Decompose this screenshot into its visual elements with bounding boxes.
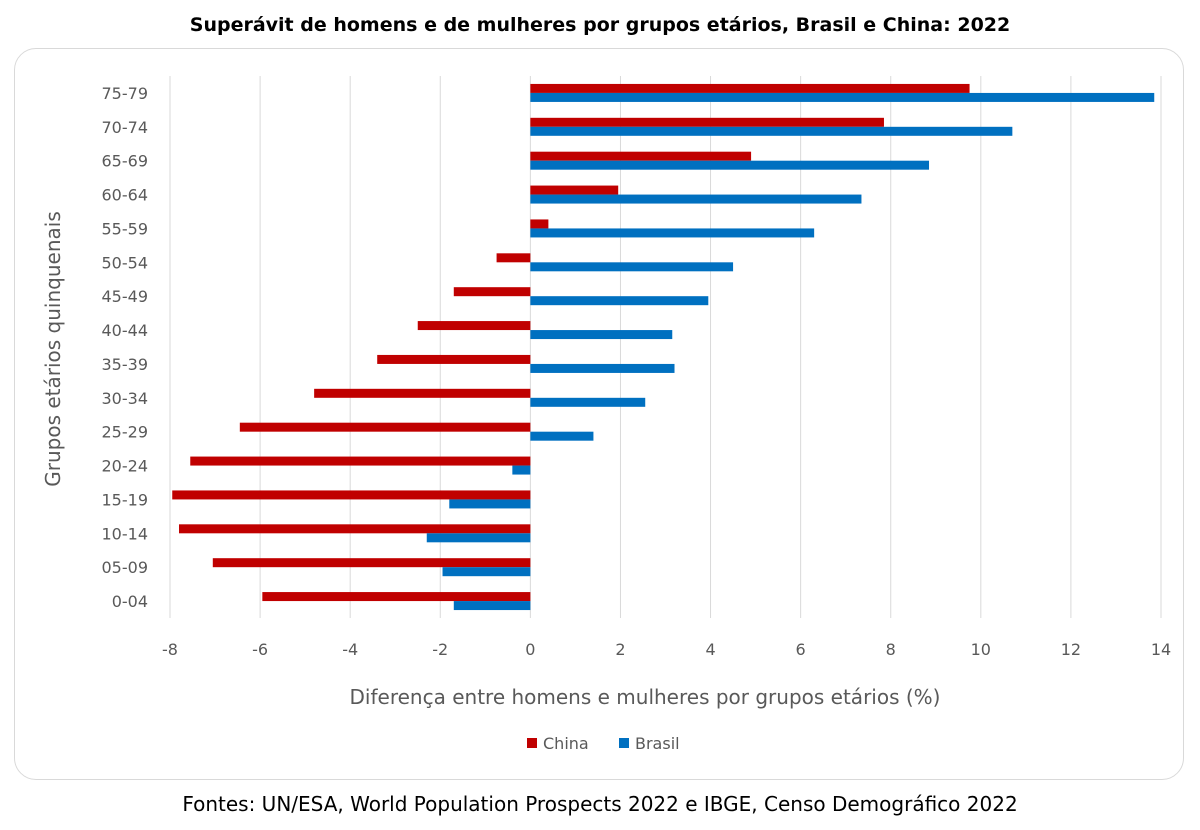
x-tick-label: -8	[162, 640, 178, 659]
bar-china-65-69	[530, 151, 752, 161]
legend-label-china: China	[543, 734, 589, 753]
bar-china-55-59	[530, 219, 549, 229]
chart-title: Superávit de homens e de mulheres por gr…	[189, 14, 1011, 36]
bar-brasil-60-64	[530, 194, 862, 204]
bar-brasil-0-04	[453, 601, 531, 611]
y-tick-label: 45-49	[102, 287, 149, 306]
bar-chart: 0-0405-0910-1415-1920-2425-2930-3435-394…	[41, 76, 1171, 753]
bar-brasil-70-74	[530, 126, 1013, 136]
y-tick-label: 0-04	[112, 592, 148, 611]
bar-brasil-30-34	[530, 397, 646, 407]
x-tick-label: 8	[886, 640, 896, 659]
bar-brasil-40-44	[530, 330, 673, 340]
bar-china-70-74	[530, 117, 884, 127]
bar-china-30-34	[314, 388, 531, 398]
bar-china-60-64	[530, 185, 619, 195]
bar-brasil-65-69	[530, 160, 930, 170]
x-axis-label: Diferença entre homens e mulheres por gr…	[350, 685, 941, 709]
legend: China Brasil	[527, 734, 680, 753]
bars	[172, 83, 1155, 611]
y-tick-label: 20-24	[102, 457, 149, 476]
legend-swatch-brasil	[619, 738, 629, 748]
y-tick-label: 30-34	[102, 389, 149, 408]
x-tick-label: 2	[615, 640, 625, 659]
y-tick-label: 70-74	[102, 118, 149, 137]
bar-brasil-10-14	[426, 533, 531, 543]
bar-brasil-25-29	[530, 431, 594, 441]
y-tick-label: 05-09	[102, 558, 149, 577]
bar-brasil-75-79	[530, 92, 1155, 102]
bar-china-05-09	[212, 558, 531, 568]
legend-label-brasil: Brasil	[635, 734, 680, 753]
x-tick-label: 10	[971, 640, 991, 659]
legend-swatch-china	[527, 738, 537, 748]
x-tick-label: 12	[1061, 640, 1081, 659]
bar-china-45-49	[453, 287, 531, 297]
y-tick-label: 65-69	[102, 152, 149, 171]
y-tick-label: 35-39	[102, 355, 149, 374]
bar-brasil-05-09	[442, 567, 531, 577]
x-tick-label: -6	[252, 640, 268, 659]
x-tick-labels: -8 -6 -4 -2 0 2 4 6 8 10 12 14	[162, 640, 1171, 659]
bar-china-35-39	[377, 354, 531, 364]
bar-china-0-04	[262, 592, 531, 602]
bar-brasil-45-49	[530, 296, 709, 306]
bar-brasil-15-19	[449, 499, 531, 509]
bar-brasil-50-54	[530, 262, 734, 272]
y-tick-label: 40-44	[102, 321, 149, 340]
bar-brasil-20-24	[512, 465, 531, 475]
bar-china-20-24	[190, 456, 531, 466]
x-tick-label: -4	[342, 640, 358, 659]
x-tick-label: 14	[1151, 640, 1171, 659]
x-tick-label: -2	[432, 640, 448, 659]
y-tick-label: 10-14	[102, 524, 149, 543]
source-footer: Fontes: UN/ESA, World Population Prospec…	[182, 792, 1018, 816]
x-tick-label: 4	[705, 640, 715, 659]
bar-china-40-44	[417, 321, 531, 331]
y-tick-label: 60-64	[102, 186, 149, 205]
y-tick-label: 25-29	[102, 423, 149, 442]
bar-china-50-54	[496, 253, 531, 263]
y-tick-label: 50-54	[102, 253, 149, 272]
y-tick-label: 55-59	[102, 219, 149, 238]
bar-china-25-29	[239, 422, 531, 432]
chart-frame	[14, 48, 1184, 780]
y-tick-labels: 0-04 05-09 10-14 15-19 20-24 25-29 30-34 35-39 4…	[102, 84, 149, 611]
y-axis-label: Grupos etários quinquenais	[41, 211, 65, 487]
bar-china-10-14	[179, 524, 531, 534]
y-tick-label: 75-79	[102, 84, 149, 103]
bar-china-15-19	[172, 490, 531, 500]
bar-china-75-79	[530, 83, 970, 93]
x-tick-label: 0	[525, 640, 535, 659]
y-tick-label: 15-19	[102, 490, 149, 509]
bar-brasil-55-59	[530, 228, 815, 238]
bar-brasil-35-39	[530, 363, 675, 373]
x-tick-label: 6	[796, 640, 806, 659]
